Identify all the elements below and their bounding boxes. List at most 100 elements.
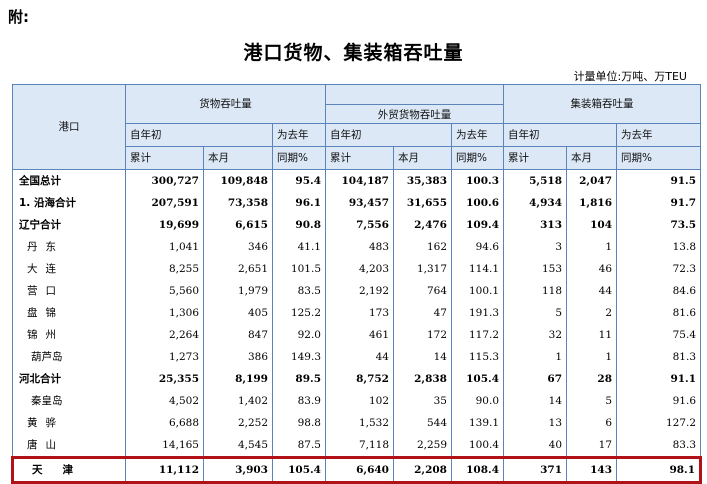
value-cell: 46 (566, 258, 618, 280)
value-cell: 153 (503, 258, 568, 280)
container-ytd-top: 自年初 (503, 123, 618, 147)
value-cell: 544 (393, 412, 452, 434)
table-row: 河北合计 25,355 8,199 89.5 8,752 2,838 105.4 67 28 91… (12, 368, 702, 390)
port-name-cell: 大连 (12, 258, 126, 280)
port-name-cell: 盘锦 (12, 302, 126, 324)
value-cell: 483 (325, 236, 394, 258)
value-cell: 47 (393, 302, 452, 324)
value-cell: 91.6 (616, 390, 702, 412)
table-row: 营口 5,560 1,979 83.5 2,192 764 100.1 118 44 84.6 (12, 280, 702, 302)
value-cell: 4,934 (503, 192, 568, 214)
value-cell: 100.4 (450, 434, 505, 458)
appendix-label: 附: (8, 8, 29, 26)
value-cell: 101.5 (272, 258, 326, 280)
value-cell: 6,688 (125, 412, 204, 434)
value-cell: 346 (203, 236, 273, 258)
value-cell: 149.3 (272, 346, 326, 368)
value-cell: 8,199 (203, 368, 273, 390)
value-cell: 11,112 (125, 456, 204, 484)
port-name-cell: 丹东 (12, 236, 126, 258)
value-cell: 125.2 (272, 302, 326, 324)
container-yoy-bottom: 同期% (616, 146, 702, 170)
value-cell: 13.8 (616, 236, 702, 258)
port-name-cell: 秦皇岛 (12, 390, 126, 412)
value-cell: 3,903 (203, 456, 273, 484)
group-container: 集装箱吞吐量 (503, 84, 702, 124)
value-cell: 100.6 (450, 192, 505, 214)
value-cell: 31,655 (393, 192, 452, 214)
value-cell: 2,264 (125, 324, 204, 346)
table-row: 全国总计 300,727 109,848 95.4 104,187 35,383 100.3… (12, 169, 702, 192)
value-cell: 83.9 (272, 390, 326, 412)
port-name-cell: 唐山 (12, 434, 126, 458)
value-cell: 1,402 (203, 390, 273, 412)
value-cell: 5,560 (125, 280, 204, 302)
cargo-yoy-bottom: 同期% (272, 146, 326, 170)
value-cell: 105.4 (272, 456, 326, 484)
value-cell: 3 (503, 236, 568, 258)
value-cell: 191.3 (450, 302, 505, 324)
value-cell: 19,699 (125, 214, 204, 236)
value-cell: 2,192 (325, 280, 394, 302)
value-cell: 127.2 (616, 412, 702, 434)
table-row: 辽宁合计 19,699 6,615 90.8 7,556 2,476 109.4 313 104… (12, 214, 702, 236)
value-cell: 6 (566, 412, 618, 434)
value-cell: 14 (393, 346, 452, 368)
table-row: 黄骅 6,688 2,252 98.8 1,532 544 139.1 13 6 127.2 (12, 412, 702, 434)
table-row: 大连 8,255 2,651 101.5 4,203 1,317 114.1 153 46 72.… (12, 258, 702, 280)
value-cell: 102 (325, 390, 394, 412)
value-cell: 73.5 (616, 214, 702, 236)
value-cell: 104,187 (325, 169, 394, 192)
value-cell: 72.3 (616, 258, 702, 280)
value-cell: 139.1 (450, 412, 505, 434)
group-foreign: 外贸货物吞吐量 (324, 84, 505, 124)
foreign-month: 本月 (393, 146, 452, 170)
value-cell: 2,259 (393, 434, 452, 458)
unit-note: 计量单位:万吨、万TEU (573, 70, 687, 83)
value-cell: 90.8 (272, 214, 326, 236)
value-cell: 117.2 (450, 324, 505, 346)
value-cell: 40 (503, 434, 568, 458)
value-cell: 17 (566, 434, 618, 458)
value-cell: 14,165 (125, 434, 204, 458)
value-cell: 98.8 (272, 412, 326, 434)
port-name-cell: 辽宁合计 (12, 214, 126, 236)
value-cell: 6,615 (203, 214, 273, 236)
value-cell: 28 (566, 368, 618, 390)
value-cell: 1,532 (325, 412, 394, 434)
value-cell: 105.4 (450, 368, 505, 390)
value-cell: 2,838 (393, 368, 452, 390)
table-row: 葫芦岛 1,273 386 149.3 44 14 115.3 1 1 81.3 (12, 346, 702, 368)
table-row: 锦州 2,264 847 92.0 461 172 117.2 32 11 75.4 (12, 324, 702, 346)
value-cell: 2 (566, 302, 618, 324)
value-cell: 5 (503, 302, 568, 324)
value-cell: 300,727 (125, 169, 204, 192)
value-cell: 91.1 (616, 368, 702, 390)
port-name-cell: 黄骅 (12, 412, 126, 434)
value-cell: 1 (566, 236, 618, 258)
cargo-ytd-bottom: 累计 (125, 146, 204, 170)
value-cell: 371 (503, 456, 568, 484)
value-cell: 81.3 (616, 346, 702, 368)
value-cell: 84.6 (616, 280, 702, 302)
value-cell: 764 (393, 280, 452, 302)
value-cell: 41.1 (272, 236, 326, 258)
value-cell: 172 (393, 324, 452, 346)
value-cell: 173 (325, 302, 394, 324)
value-cell: 847 (203, 324, 273, 346)
value-cell: 93,457 (325, 192, 394, 214)
value-cell: 7,556 (325, 214, 394, 236)
foreign-yoy-bottom: 同期% (450, 146, 505, 170)
value-cell: 1,979 (203, 280, 273, 302)
value-cell: 1,816 (566, 192, 618, 214)
table-row: 天津 11,112 3,903 105.4 6,640 2,208 108.4 371 143 9… (11, 456, 703, 484)
cargo-ytd-top: 自年初 (125, 123, 273, 147)
value-cell: 100.3 (450, 169, 505, 192)
value-cell: 1,041 (125, 236, 204, 258)
container-ytd-bottom: 累计 (503, 146, 568, 170)
value-cell: 8,752 (325, 368, 394, 390)
value-cell: 1,273 (125, 346, 204, 368)
value-cell: 6,640 (325, 456, 394, 484)
value-cell: 5 (566, 390, 618, 412)
group-cargo: 货物吞吐量 (125, 84, 326, 124)
